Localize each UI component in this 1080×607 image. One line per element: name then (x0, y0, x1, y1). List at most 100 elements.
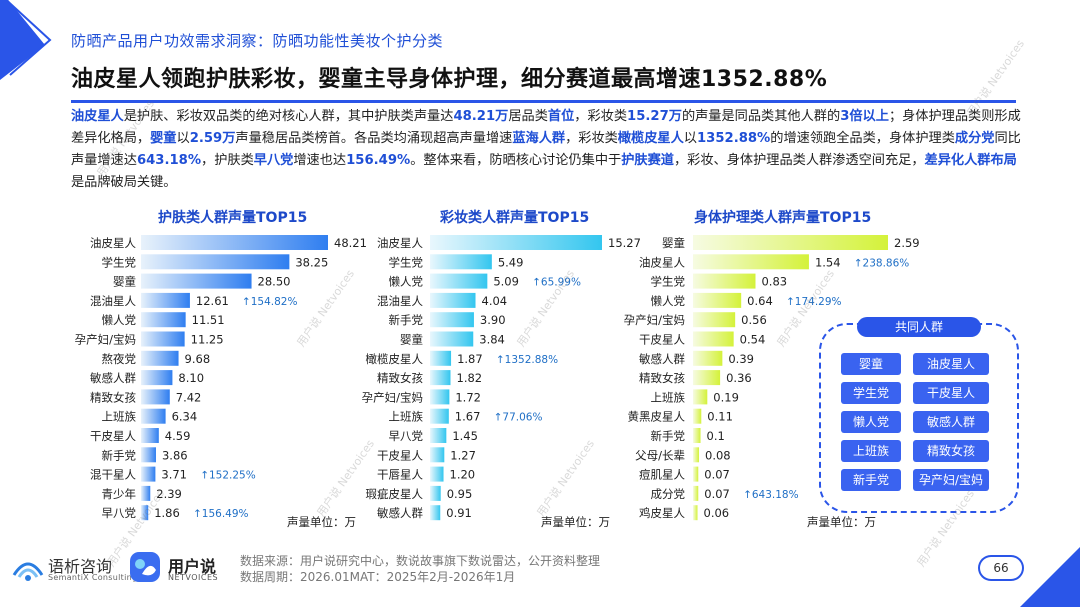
category-label: 橄榄皮星人 (366, 352, 424, 366)
summary-highlight: 3倍以上 (840, 109, 889, 124)
chart-title-bodycare: 身体护理类人群声量TOP15 (694, 210, 872, 226)
page-title: 油皮星人领跑护肤彩妆，婴童主导身体护理，细分赛道最高增速1352.88% (71, 67, 828, 92)
value-label: 0.08 (705, 448, 731, 462)
common-group-pill: 学生党 (841, 382, 901, 404)
bar (693, 447, 700, 463)
category-label: 上班族 (102, 410, 137, 424)
summary-text: 是护肤、彩妆双品类的绝对核心人群，其中护肤类声量达 (123, 109, 454, 124)
bar (430, 408, 449, 424)
value-label: 3.84 (479, 333, 505, 347)
summary-highlight: 首位 (547, 109, 575, 124)
chart-title-skincare: 护肤类人群声量TOP15 (158, 210, 308, 226)
common-group-pill: 敏感人群 (913, 411, 989, 433)
growth-label: ↑152.25% (200, 470, 256, 482)
summary-text: 同比声量增速达 (71, 131, 1021, 168)
category-label: 新手党 (651, 429, 686, 443)
category-label: 混油星人 (90, 294, 136, 308)
common-groups-title: 共同人群 (857, 317, 981, 337)
summary-highlight: 1352.88% (696, 131, 771, 146)
netvoices-logo-name: 用户说 (168, 557, 217, 576)
value-label: 0.64 (747, 294, 773, 308)
summary-highlight: 成分党 (954, 131, 995, 146)
common-group-pill: 上班族 (841, 440, 901, 462)
chart-title-makeup: 彩妆类人群声量TOP15 (440, 210, 590, 226)
growth-label: ↑643.18% (743, 489, 799, 501)
category-label: 懒人党 (102, 313, 137, 327)
common-group-pill: 油皮星人 (913, 353, 989, 375)
summary-text: 增速也达 (293, 153, 347, 168)
value-label: 0.91 (446, 506, 472, 520)
bar (430, 254, 492, 270)
summary-text: 的声量是同品类其他人群的 (681, 109, 841, 124)
summary-highlight: 15.27万 (627, 109, 682, 124)
page-number: 66 (978, 555, 1024, 581)
value-label: 0.07 (704, 468, 730, 482)
value-label: 6.34 (172, 410, 198, 424)
summary-highlight: 早八党 (253, 153, 294, 168)
value-label: 8.10 (178, 371, 204, 385)
value-label: 3.71 (161, 468, 187, 482)
category-label: 油皮星人 (639, 255, 685, 269)
bar (430, 331, 474, 347)
summary-highlight: 48.21万 (453, 109, 509, 124)
bar (430, 447, 445, 463)
value-label: 5.49 (498, 255, 524, 269)
summary-highlight: 2.59万 (189, 131, 236, 146)
bar (430, 505, 441, 521)
category-label: 早八党 (389, 429, 424, 443)
value-label: 11.51 (192, 313, 225, 327)
summary-text: 以 (683, 131, 697, 146)
bar (693, 505, 698, 521)
corner-decoration (0, 0, 52, 80)
semantix-logo-name: 语析咨询 (48, 557, 113, 576)
summary-text: 居品类 (508, 109, 548, 124)
summary-highlight: 156.49% (346, 153, 411, 168)
category-label: 痘肌星人 (639, 468, 685, 482)
summary-text: 。整体来看，防晒核心讨论仍集中于 (410, 153, 622, 168)
netvoices-logo-subtitle: NETVOICES (168, 573, 219, 582)
bar (430, 485, 441, 501)
bar (430, 312, 474, 328)
bar (693, 370, 721, 386)
value-label: 12.61 (196, 294, 229, 308)
bar (141, 505, 149, 521)
page-subtitle: 防晒产品用户功效需求洞察：防晒功能性美妆个护分类 (71, 32, 444, 50)
value-label: 1.54 (815, 255, 841, 269)
unit-label-skincare: 声量单位：万 (287, 515, 356, 529)
summary-highlight: 差异化人群布局 (924, 153, 1017, 168)
value-label: 11.25 (191, 333, 224, 347)
value-label: 15.27 (608, 236, 641, 250)
summary-text: 的增速领跑全品类，身体护理类 (770, 131, 955, 146)
common-group-pill: 婴童 (841, 353, 901, 375)
summary-text: ，彩妆、身体护理品类人群渗透空间充足， (673, 153, 925, 168)
netvoices-logo-icon (130, 552, 160, 582)
category-label: 敏感人群 (639, 352, 685, 366)
value-label: 0.07 (704, 487, 730, 501)
category-label: 婴童 (113, 275, 136, 289)
value-label: 4.04 (482, 294, 508, 308)
bar (693, 408, 702, 424)
growth-label: ↑77.06% (494, 412, 543, 424)
growth-label: ↑65.99% (532, 277, 581, 289)
bar (693, 254, 809, 270)
category-label: 油皮星人 (90, 236, 136, 250)
category-label: 敏感人群 (90, 371, 136, 385)
bar (141, 370, 173, 386)
value-label: 28.50 (258, 275, 291, 289)
category-label: 瑕疵皮星人 (366, 487, 424, 501)
bar (430, 428, 447, 443)
summary-text: 以 (176, 131, 190, 146)
category-label: 早八党 (102, 506, 137, 520)
value-label: 2.39 (156, 487, 182, 501)
category-label: 学生党 (389, 255, 424, 269)
value-label: 0.06 (704, 506, 730, 520)
value-label: 1.27 (450, 448, 476, 462)
bar (693, 350, 723, 366)
bar (430, 292, 476, 308)
value-label: 0.11 (707, 410, 733, 424)
bar (430, 389, 450, 405)
value-label: 48.21 (334, 236, 367, 250)
value-label: 7.42 (176, 390, 202, 404)
value-label: 0.54 (740, 333, 766, 347)
category-label: 鸡皮星人 (639, 506, 685, 520)
